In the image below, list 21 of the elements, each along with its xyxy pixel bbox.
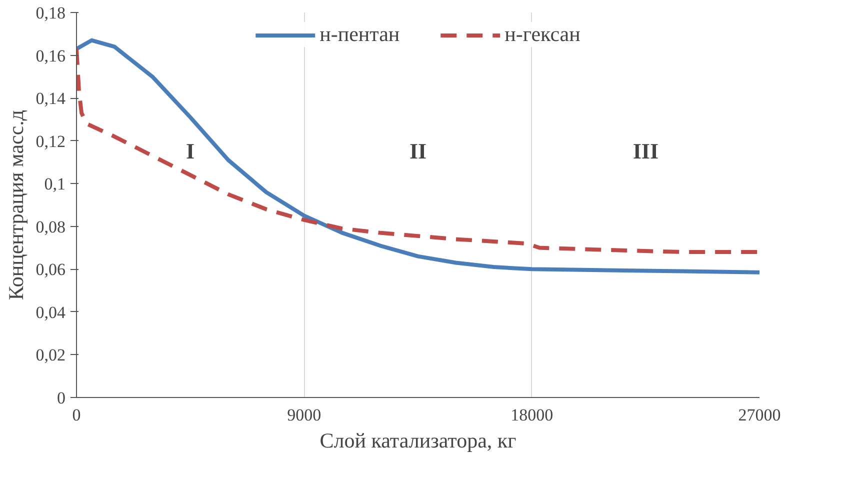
y-tick-label: 0,14 — [36, 89, 66, 108]
y-axis-title: Концентрация масс.д — [4, 110, 28, 300]
y-tick-label: 0,08 — [36, 217, 66, 236]
legend-label: н-пентан — [320, 22, 400, 47]
y-tick-label: 0,02 — [36, 346, 66, 365]
y-tick-label: 0,16 — [36, 46, 66, 66]
x-tick-label: 0 — [72, 406, 81, 424]
y-tick-label: 0,1 — [44, 174, 66, 194]
x-axis-title: Слой катализатора, кг — [320, 428, 517, 452]
annotation: I — [186, 138, 195, 164]
annotation: III — [632, 138, 659, 164]
legend-label: н-гексан — [504, 22, 580, 47]
x-tick-label: 9000 — [287, 406, 322, 424]
y-tick-label: 0,04 — [36, 302, 66, 322]
y-tick-label: 0,06 — [36, 260, 66, 280]
annotation: II — [409, 138, 427, 164]
x-tick-label: 27000 — [738, 406, 781, 424]
y-tick-label: 0,12 — [36, 132, 66, 151]
y-tick-label: 0 — [57, 388, 66, 408]
y-tick-label: 0,18 — [36, 4, 66, 22]
x-tick-label: 18000 — [510, 406, 554, 424]
